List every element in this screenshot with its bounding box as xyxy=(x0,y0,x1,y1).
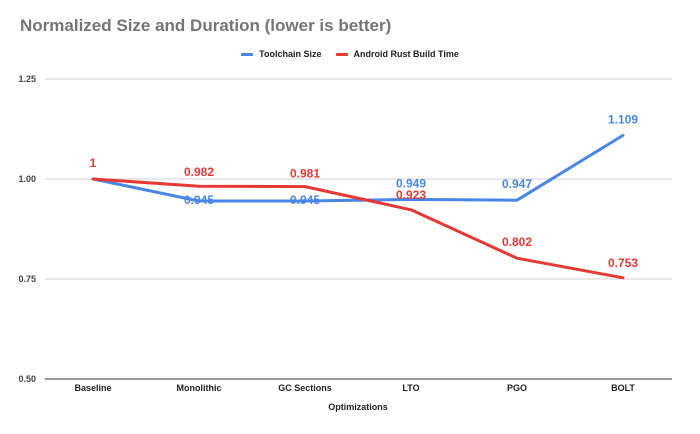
legend-swatch-build-time xyxy=(335,52,348,56)
data-label: 1 xyxy=(90,156,97,170)
x-tick-label: Monolithic xyxy=(177,383,222,393)
data-label: 0.945 xyxy=(290,193,320,207)
y-tick-label: 1.25 xyxy=(18,74,36,84)
data-label: 0.923 xyxy=(396,188,426,202)
legend-label-toolchain-size: Toolchain Size xyxy=(259,49,322,59)
x-tick-label: BOLT xyxy=(611,383,635,393)
legend: Toolchain Size Android Rust Build Time xyxy=(0,49,700,59)
data-label: 1.109 xyxy=(608,112,638,126)
data-label: 0.949 xyxy=(396,176,426,190)
legend-item-toolchain-size[interactable]: Toolchain Size xyxy=(241,49,322,59)
y-tick-label: 0.50 xyxy=(18,374,36,384)
legend-swatch-toolchain-size xyxy=(241,52,254,56)
data-label: 0.947 xyxy=(502,177,532,191)
x-axis-title: Optimizations xyxy=(328,402,388,412)
legend-item-build-time[interactable]: Android Rust Build Time xyxy=(335,49,459,59)
data-label: 0.802 xyxy=(502,235,532,249)
y-tick-label: 1.00 xyxy=(18,174,36,184)
y-axis-ticks: 0.50 0.75 1.00 1.25 xyxy=(18,74,36,384)
x-axis-ticks: Baseline Monolithic GC Sections LTO PGO BOLT xyxy=(74,383,635,393)
legend-label-build-time: Android Rust Build Time xyxy=(353,49,459,59)
data-label: 0.982 xyxy=(184,165,214,179)
x-tick-label: LTO xyxy=(402,383,419,393)
series-line-toolchain-size xyxy=(91,133,625,203)
chart-title: Normalized Size and Duration (lower is b… xyxy=(20,16,392,35)
data-label: 0.945 xyxy=(184,193,214,207)
gridlines xyxy=(45,78,672,380)
x-tick-label: PGO xyxy=(507,383,527,393)
x-tick-label: GC Sections xyxy=(278,383,332,393)
data-labels: 0.945 0.945 0.949 0.947 1.109 1 0.982 0.981 0.92… xyxy=(90,112,639,269)
series-lines xyxy=(91,133,625,280)
data-label: 0.753 xyxy=(608,256,638,270)
data-label: 0.981 xyxy=(290,167,320,181)
x-tick-label: Baseline xyxy=(74,383,111,393)
series-line-build-time xyxy=(91,177,625,280)
y-tick-label: 0.75 xyxy=(18,274,36,284)
